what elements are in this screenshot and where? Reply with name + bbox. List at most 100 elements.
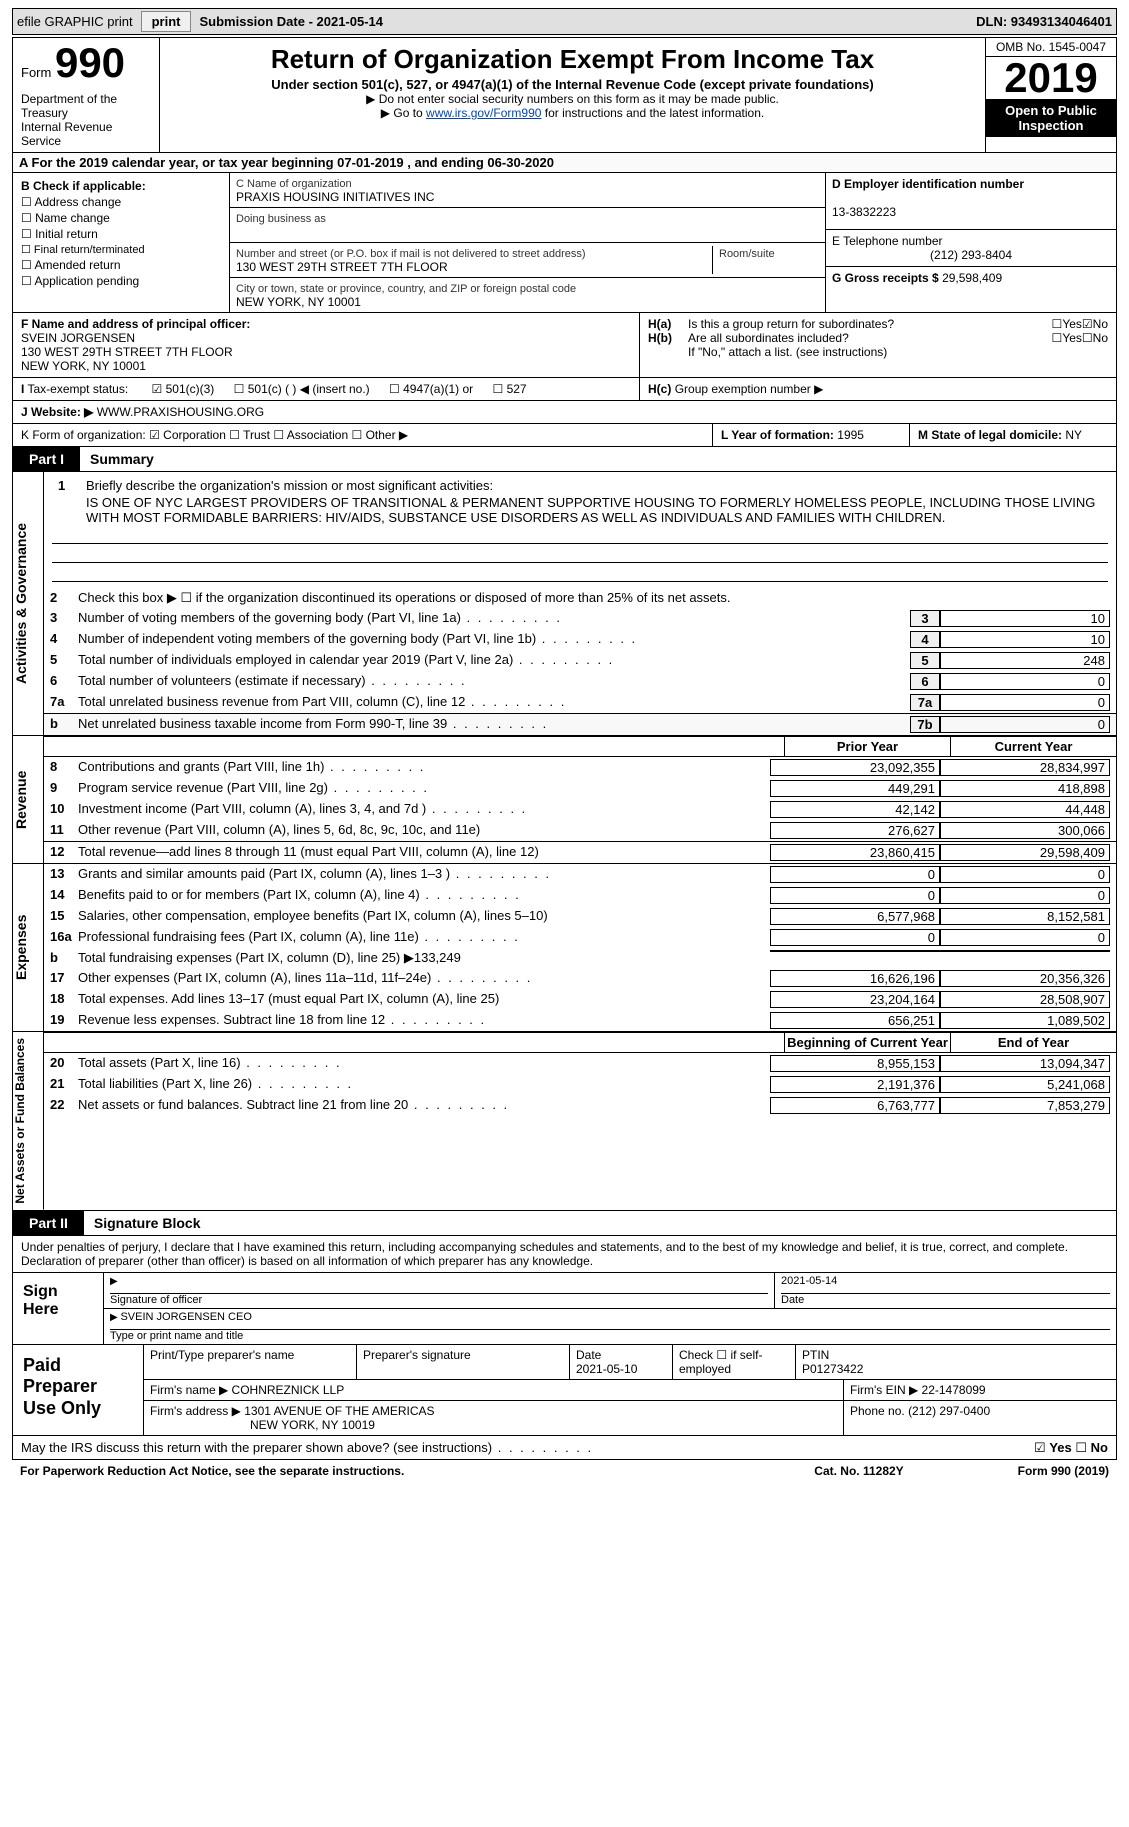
officer-city: NEW YORK, NY 10001 (21, 359, 146, 373)
line10-cy: 44,448 (940, 801, 1110, 818)
chk-initial-return[interactable]: Initial return (21, 227, 221, 241)
chk-app-pending[interactable]: Application pending (21, 274, 221, 288)
section-abc: B Check if applicable: Address change Na… (12, 173, 1117, 313)
g-receipts-label: G Gross receipts $ (832, 271, 939, 285)
line22-py: 6,763,777 (770, 1097, 940, 1114)
c-name-label: C Name of organization (236, 178, 352, 190)
col-bcy: Beginning of Current Year (784, 1033, 950, 1052)
line9-text: Program service revenue (Part VIII, line… (78, 780, 770, 795)
form-number: 990 (55, 39, 125, 86)
section-ih: I Tax-exempt status: 501(c)(3) 501(c) ( … (12, 378, 1117, 401)
line9-cy: 418,898 (940, 780, 1110, 797)
note-ssn: ▶ Do not enter social security numbers o… (164, 92, 981, 106)
line19-text: Revenue less expenses. Subtract line 18 … (78, 1012, 770, 1027)
sig-name-val: SVEIN JORGENSEN CEO (120, 1311, 251, 1323)
chk-name-change[interactable]: Name change (21, 211, 221, 225)
paid-preparer-label: Paid Preparer Use Only (13, 1345, 144, 1435)
addr-label: Number and street (or P.O. box if mail i… (236, 248, 586, 260)
chk-corp[interactable]: Corporation (149, 428, 226, 442)
form-label: Form (21, 65, 51, 80)
efile-label: efile GRAPHIC print (17, 14, 133, 29)
line21-text: Total liabilities (Part X, line 26) (78, 1076, 770, 1091)
room-label: Room/suite (719, 248, 775, 260)
line16b-py (770, 950, 940, 952)
hb-yes[interactable]: ☐Yes (1052, 331, 1082, 345)
hb-note: If "No," attach a list. (see instruction… (648, 345, 1108, 359)
hb-no[interactable]: ☐No (1082, 331, 1108, 345)
chk-501c3[interactable]: 501(c)(3) (152, 382, 215, 396)
org-city: NEW YORK, NY 10001 (236, 295, 361, 309)
line12-py: 23,860,415 (770, 844, 940, 861)
chk-4947[interactable]: 4947(a)(1) or (389, 382, 473, 396)
discuss-no[interactable]: ☐ No (1075, 1440, 1108, 1455)
chk-amended[interactable]: Amended return (21, 258, 221, 272)
chk-501c[interactable]: 501(c) ( ) ◀ (insert no.) (234, 382, 370, 396)
net-assets-section: Net Assets or Fund Balances Beginning of… (12, 1032, 1117, 1211)
line21-py: 2,191,376 (770, 1076, 940, 1093)
sig-officer-label: Signature of officer (110, 1294, 202, 1306)
activities-governance: Activities & Governance 1Briefly describ… (12, 472, 1117, 736)
chk-final-return[interactable]: Final return/terminated (21, 243, 221, 256)
tax-year-strip: A For the 2019 calendar year, or tax yea… (12, 153, 1117, 173)
print-button[interactable]: print (141, 11, 192, 32)
expenses-section: Expenses 13Grants and similar amounts pa… (12, 864, 1117, 1032)
line5-val: 248 (940, 652, 1110, 669)
chk-other[interactable]: Other ▶ (351, 428, 408, 442)
e-phone-label: E Telephone number (832, 234, 943, 248)
form-ref: Form 990 (2019) (959, 1464, 1109, 1478)
line13-cy: 0 (940, 866, 1110, 883)
ha-yes[interactable]: ☐Yes (1052, 317, 1082, 331)
chk-trust[interactable]: Trust (229, 428, 270, 442)
line16b-text: Total fundraising expenses (Part IX, col… (78, 950, 770, 966)
col-current-year: Current Year (950, 737, 1116, 756)
line8-text: Contributions and grants (Part VIII, lin… (78, 759, 770, 774)
line14-cy: 0 (940, 887, 1110, 904)
ptin-val: P01273422 (802, 1362, 863, 1376)
k-label: K Form of organization: (21, 428, 146, 442)
ha-no[interactable]: ☑No (1082, 317, 1108, 331)
line6-val: 0 (940, 673, 1110, 690)
discuss-yes[interactable]: ☑ Yes (1034, 1440, 1072, 1455)
line15-text: Salaries, other compensation, employee b… (78, 908, 770, 923)
line22-text: Net assets or fund balances. Subtract li… (78, 1097, 770, 1112)
line8-py: 23,092,355 (770, 759, 940, 776)
line13-text: Grants and similar amounts paid (Part IX… (78, 866, 770, 881)
chk-address-change[interactable]: Address change (21, 195, 221, 209)
f-officer-label: F Name and address of principal officer: (21, 317, 250, 331)
line22-cy: 7,853,279 (940, 1097, 1110, 1114)
discuss-row: May the IRS discuss this return with the… (12, 1436, 1117, 1460)
sig-name-label: Type or print name and title (110, 1330, 243, 1342)
revenue-section: Revenue Prior YearCurrent Year 8Contribu… (12, 736, 1117, 864)
line13-py: 0 (770, 866, 940, 883)
org-address: 130 WEST 29TH STREET 7TH FLOOR (236, 260, 448, 274)
ha-label: Is this a group return for subordinates? (688, 317, 1052, 331)
paid-preparer-block: Paid Preparer Use Only Print/Type prepar… (12, 1345, 1117, 1436)
line2-text: Check this box ▶ ☐ if the organization d… (78, 590, 1110, 606)
prep-self-emp[interactable]: Check ☐ if self-employed (673, 1345, 796, 1379)
chk-527[interactable]: 527 (492, 382, 526, 396)
line16a-text: Professional fundraising fees (Part IX, … (78, 929, 770, 944)
footer: For Paperwork Reduction Act Notice, see … (12, 1460, 1117, 1482)
firm-name-val: COHNREZNICK LLP (232, 1383, 345, 1397)
line20-cy: 13,094,347 (940, 1055, 1110, 1072)
dept-label: Department of the Treasury (21, 92, 151, 120)
line11-cy: 300,066 (940, 822, 1110, 839)
line17-cy: 20,356,326 (940, 970, 1110, 987)
line10-py: 42,142 (770, 801, 940, 818)
prep-sig-label: Preparer's signature (357, 1345, 570, 1379)
officer-name: SVEIN JORGENSEN (21, 331, 135, 345)
hb-label: Are all subordinates included? (688, 331, 1052, 345)
form-header: Form 990 Department of the Treasury Inte… (12, 37, 1117, 153)
hc-label: Group exemption number ▶ (675, 382, 824, 396)
line16a-py: 0 (770, 929, 940, 946)
section-fh: F Name and address of principal officer:… (12, 313, 1117, 378)
public-inspection: Open to Public Inspection (986, 99, 1116, 137)
chk-assoc[interactable]: Association (273, 428, 348, 442)
submission-date: Submission Date - 2021-05-14 (199, 14, 383, 29)
line5-text: Total number of individuals employed in … (78, 652, 910, 667)
vtab-net-assets: Net Assets or Fund Balances (13, 1032, 44, 1210)
state-domicile: NY (1065, 428, 1082, 442)
irs-link[interactable]: www.irs.gov/Form990 (426, 106, 541, 120)
phone-value: (212) 293-8404 (832, 248, 1110, 262)
form-title: Return of Organization Exempt From Incom… (164, 44, 981, 75)
